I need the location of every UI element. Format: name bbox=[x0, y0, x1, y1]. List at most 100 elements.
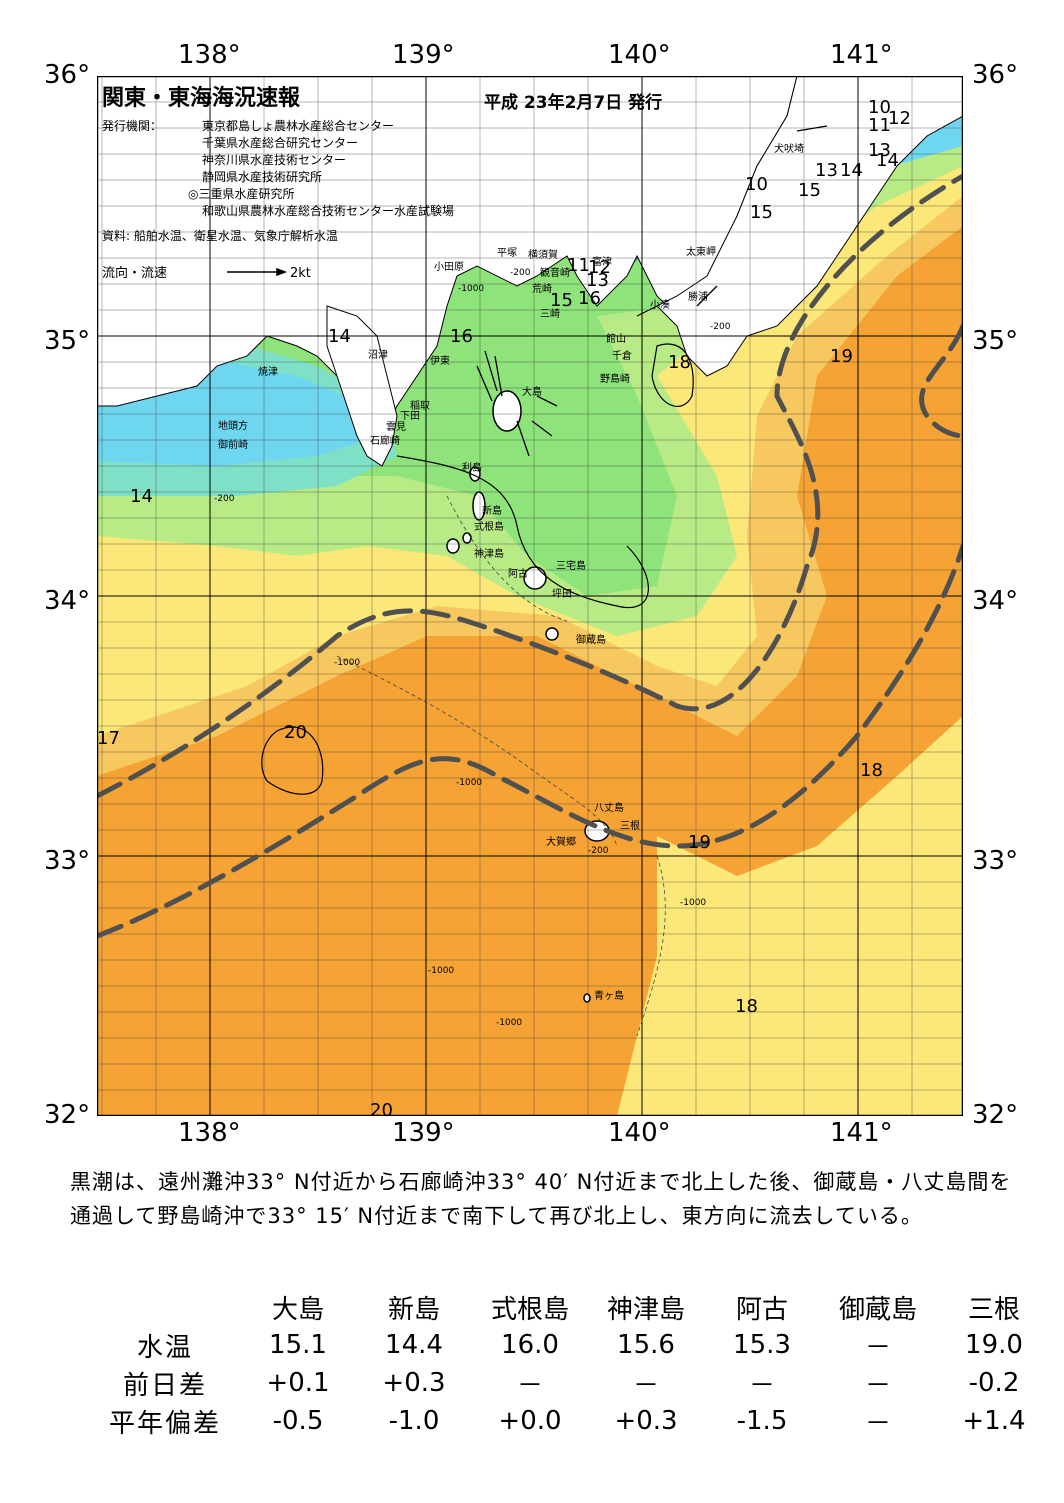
isotherm-lines bbox=[261, 343, 694, 795]
isotherm-label: 13 bbox=[868, 140, 891, 161]
table-cell: +1.4 bbox=[962, 1406, 1026, 1436]
lat-label-34-left: 34° bbox=[44, 586, 91, 616]
lon-label-141-bottom: 141° bbox=[830, 1118, 893, 1148]
lat-label-34-right: 34° bbox=[972, 586, 1019, 616]
lat-label-33-right: 33° bbox=[972, 846, 1019, 876]
island-oshima bbox=[492, 390, 522, 432]
table-row: 前日差 +0.1 +0.3 － － － － -0.2 bbox=[90, 1364, 1052, 1402]
isotherm-label: 14 bbox=[840, 160, 863, 181]
sea-temperature-map bbox=[97, 76, 963, 1116]
table-cell: － bbox=[864, 1332, 891, 1363]
lon-label-140-bottom: 140° bbox=[608, 1118, 671, 1148]
kuroshio-axis bbox=[97, 173, 963, 939]
place-mitsune: 三根 bbox=[620, 821, 640, 832]
depth-contours bbox=[336, 495, 666, 1037]
depth-label: -1000 bbox=[428, 966, 455, 976]
table-cell: 16.0 bbox=[501, 1330, 559, 1360]
isotherm-label: 14 bbox=[130, 486, 153, 507]
issuer-item: 静岡県水産技術研究所 bbox=[202, 170, 323, 184]
table-cell: － bbox=[632, 1370, 659, 1401]
place-yokosuka: 横須賀 bbox=[528, 250, 558, 261]
table-cell: － bbox=[864, 1370, 891, 1401]
place-kannonzaki: 観音崎 bbox=[540, 268, 570, 279]
place-inubosaki: 犬吠埼 bbox=[774, 144, 804, 155]
isotherm-18-loop bbox=[651, 343, 694, 407]
place-shikinejima: 式根島 bbox=[474, 522, 504, 533]
isotherm-label: 15 bbox=[750, 202, 773, 223]
isotherm-label: 15 bbox=[798, 180, 821, 201]
place-kozushima: 神津島 bbox=[474, 549, 504, 560]
place-tateyama: 館山 bbox=[606, 334, 626, 345]
column-header: 新島 bbox=[387, 1294, 440, 1325]
lat-label-32-left: 32° bbox=[44, 1100, 91, 1130]
place-ako: 阿古 bbox=[508, 569, 528, 580]
isotherm-label: 11 bbox=[567, 255, 590, 276]
summary-text: 黒潮は、遠州灘沖33° N付近から石廊崎沖33° 40′ N付近まで北上した後、… bbox=[70, 1170, 1012, 1228]
column-header: 神津島 bbox=[606, 1294, 685, 1325]
place-irozaki: 石廊崎 bbox=[370, 436, 400, 447]
depth-label: -200 bbox=[214, 494, 235, 504]
table-header-row: 大島 新島 式根島 神津島 阿古 御蔵島 三根 bbox=[90, 1288, 1052, 1326]
depth-label: -200 bbox=[510, 268, 531, 278]
lon-label-141-top: 141° bbox=[830, 40, 893, 70]
depth-label: -200 bbox=[588, 846, 609, 856]
degree-grid bbox=[97, 76, 963, 1116]
place-nojimazaki: 野島崎 bbox=[600, 374, 630, 385]
lat-label-36-left: 36° bbox=[44, 60, 91, 90]
isotherm-label: 14 bbox=[328, 326, 351, 347]
isotherm-label: 17 bbox=[97, 728, 120, 749]
place-hachijojima: 八丈島 bbox=[594, 803, 624, 814]
place-taitomisaki: 太東岬 bbox=[686, 247, 716, 258]
table-cell: -1.0 bbox=[388, 1406, 440, 1436]
isotherm-label: 20 bbox=[370, 1100, 393, 1121]
issuer-item: 千葉県水産総合研究センター bbox=[202, 136, 359, 150]
lon-label-138-bottom: 138° bbox=[178, 1118, 241, 1148]
flow-scale-arrow bbox=[227, 267, 288, 277]
flow-legend-scale: 2kt bbox=[290, 266, 311, 281]
isotherm-label: 12 bbox=[888, 108, 911, 129]
place-numazu: 沼津 bbox=[368, 350, 388, 361]
table-cell: +0.0 bbox=[498, 1406, 562, 1436]
isotherm-16 bbox=[396, 455, 649, 609]
table-cell: +0.1 bbox=[266, 1368, 330, 1398]
isotherm-label: 18 bbox=[860, 760, 883, 781]
table-cell: 19.0 bbox=[965, 1330, 1023, 1360]
place-hiratsuka: 平塚 bbox=[497, 248, 517, 259]
place-tsubota: 坪田 bbox=[552, 589, 572, 600]
place-katsuura: 勝浦 bbox=[688, 292, 708, 303]
issuer-item: ◎三重県水産研究所 bbox=[188, 187, 295, 201]
island-aogashima bbox=[583, 993, 591, 1003]
place-oshima: 大島 bbox=[522, 387, 542, 398]
place-futtsu: 富津 bbox=[592, 257, 612, 268]
table-cell: 14.4 bbox=[385, 1330, 443, 1360]
column-header: 式根島 bbox=[490, 1294, 569, 1325]
isotherm-label: 16 bbox=[450, 326, 473, 347]
place-okago: 大賀郷 bbox=[546, 837, 576, 848]
table-cell: 15.3 bbox=[733, 1330, 791, 1360]
place-odawara: 小田原 bbox=[434, 262, 464, 273]
isotherm-label: 16 bbox=[578, 288, 601, 309]
table-cell: +0.3 bbox=[614, 1406, 678, 1436]
table-cell: － bbox=[864, 1408, 891, 1439]
data-sources: 資料: 船舶水温、衛星水温、気象庁解析水温 bbox=[102, 229, 338, 243]
issuer-list: 東京都島しょ農林水産総合センター 千葉県水産総合研究センター 神奈川県水産技術セ… bbox=[188, 118, 454, 220]
depth-label: -1000 bbox=[456, 778, 483, 788]
place-shimoda: 下田 bbox=[400, 411, 420, 422]
isotherm-label: 20 bbox=[284, 722, 307, 743]
depth-label: -200 bbox=[710, 322, 731, 332]
isotherm-label: 10 bbox=[868, 97, 891, 118]
land-boso bbox=[636, 76, 963, 377]
lat-label-36-right: 36° bbox=[972, 60, 1019, 90]
place-yaizu: 焼津 bbox=[258, 367, 278, 378]
isotherm-label: 11 bbox=[868, 115, 891, 136]
table-cell: -0.5 bbox=[272, 1406, 324, 1436]
row-label: 水温 bbox=[136, 1332, 193, 1363]
row-label: 平年偏差 bbox=[108, 1408, 221, 1439]
isotherm-label: 15 bbox=[550, 290, 573, 311]
row-label: 前日差 bbox=[122, 1370, 207, 1401]
place-ito: 伊東 bbox=[430, 356, 450, 367]
column-header: 三根 bbox=[967, 1294, 1020, 1325]
place-miyakejima: 三宅島 bbox=[556, 561, 586, 572]
lon-label-139-top: 139° bbox=[392, 40, 455, 70]
isotherm-label: 14 bbox=[876, 150, 899, 171]
